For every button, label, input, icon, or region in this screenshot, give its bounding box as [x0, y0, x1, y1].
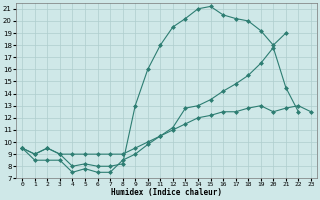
X-axis label: Humidex (Indice chaleur): Humidex (Indice chaleur) — [111, 188, 222, 197]
